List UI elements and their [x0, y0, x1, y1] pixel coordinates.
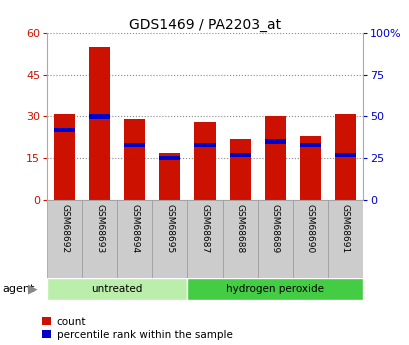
FancyBboxPatch shape — [47, 200, 82, 278]
Bar — [299, 136, 320, 200]
FancyBboxPatch shape — [327, 200, 362, 278]
Text: GSM68693: GSM68693 — [95, 204, 104, 253]
Bar — [89, 47, 110, 200]
Bar — [334, 153, 355, 157]
Text: GSM68695: GSM68695 — [165, 204, 174, 253]
FancyBboxPatch shape — [257, 200, 292, 278]
Bar — [124, 143, 145, 147]
Legend: count, percentile rank within the sample: count, percentile rank within the sample — [42, 317, 232, 340]
Bar — [264, 139, 285, 144]
FancyBboxPatch shape — [117, 200, 152, 278]
Text: GSM68689: GSM68689 — [270, 204, 279, 253]
Text: GSM68692: GSM68692 — [60, 204, 69, 253]
Bar — [124, 119, 145, 200]
Text: GSM68688: GSM68688 — [235, 204, 244, 253]
Bar — [299, 143, 320, 147]
Bar — [159, 153, 180, 200]
FancyBboxPatch shape — [152, 200, 187, 278]
Text: GSM68690: GSM68690 — [305, 204, 314, 253]
FancyBboxPatch shape — [82, 200, 117, 278]
Text: hydrogen peroxide: hydrogen peroxide — [226, 284, 324, 294]
FancyBboxPatch shape — [292, 200, 327, 278]
Bar — [194, 143, 215, 147]
Text: ▶: ▶ — [27, 283, 37, 295]
Bar — [229, 153, 250, 157]
Text: GSM68691: GSM68691 — [340, 204, 349, 253]
FancyBboxPatch shape — [47, 278, 187, 300]
Bar — [89, 114, 110, 119]
Text: GSM68687: GSM68687 — [200, 204, 209, 253]
Bar — [229, 139, 250, 200]
Bar — [334, 114, 355, 200]
FancyBboxPatch shape — [222, 200, 257, 278]
Text: untreated: untreated — [91, 284, 143, 294]
Text: agent: agent — [2, 284, 34, 294]
Bar — [194, 122, 215, 200]
FancyBboxPatch shape — [187, 200, 222, 278]
FancyBboxPatch shape — [187, 278, 362, 300]
Bar — [54, 128, 75, 132]
Title: GDS1469 / PA2203_at: GDS1469 / PA2203_at — [128, 18, 281, 32]
Bar — [159, 156, 180, 160]
Text: GSM68694: GSM68694 — [130, 204, 139, 253]
Bar — [264, 117, 285, 200]
Bar — [54, 114, 75, 200]
